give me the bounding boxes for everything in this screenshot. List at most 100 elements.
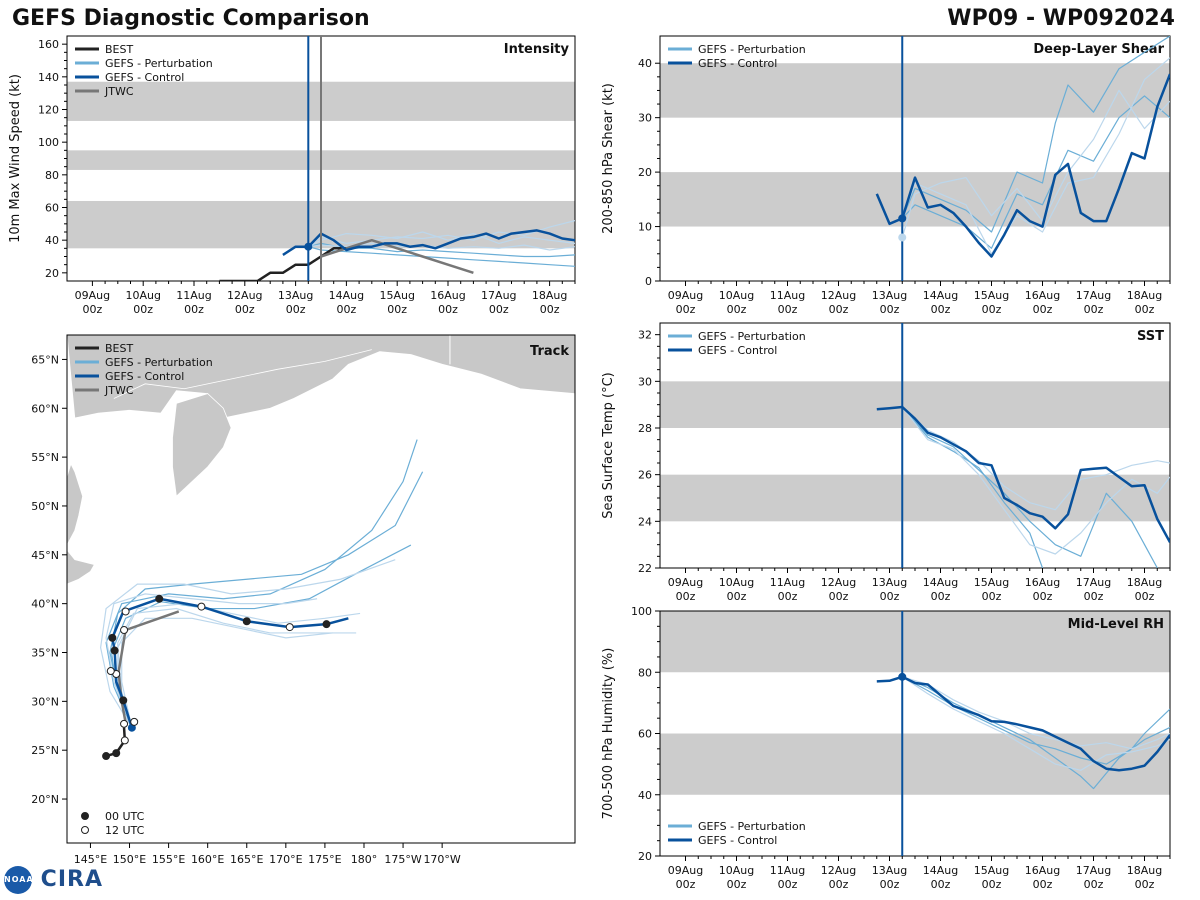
- x-tick-label-date: 15Aug: [379, 289, 414, 302]
- init-point-marker: [898, 672, 907, 681]
- x-tick-label-date: 09Aug: [668, 289, 703, 302]
- panel-intensity: 2040608010012014016009Aug00z10Aug00z11Au…: [8, 35, 576, 316]
- x-tick-label-hour: 00z: [1135, 878, 1155, 891]
- lat-tick-label: 20°N: [31, 793, 59, 806]
- x-tick-label-date: 11Aug: [176, 289, 211, 302]
- y-tick-label: 40: [638, 789, 652, 802]
- x-tick-label-date: 14Aug: [923, 864, 958, 877]
- lon-tick-label: 145°E: [74, 853, 107, 866]
- best-track-point: [120, 736, 129, 745]
- x-tick-label-hour: 00z: [286, 303, 306, 316]
- x-tick-label-date: 14Aug: [923, 576, 958, 589]
- legend-label: GEFS - Control: [698, 57, 777, 70]
- panel-sst: 22242628303209Aug00z10Aug00z11Aug00z12Au…: [601, 322, 1171, 603]
- best-track-point: [112, 749, 121, 758]
- y-tick-label: 30: [638, 112, 652, 125]
- track-point: [119, 696, 128, 705]
- y-tick-label: 22: [638, 562, 652, 575]
- lon-tick-label: 170°E: [269, 853, 302, 866]
- track-point: [120, 719, 129, 728]
- x-tick-label-date: 09Aug: [668, 864, 703, 877]
- band-0: [660, 474, 1170, 522]
- map-layer: [67, 335, 575, 843]
- series-line-pert: [901, 406, 1044, 568]
- x-tick-label-date: 12Aug: [227, 289, 262, 302]
- legend-label: GEFS - Perturbation: [105, 356, 213, 369]
- track-line-best: [105, 727, 127, 758]
- series-line-pertlight: [901, 89, 1170, 238]
- track-line-perturbation: [117, 607, 357, 728]
- track-point: [242, 617, 251, 626]
- lat-tick-label: 30°N: [31, 695, 59, 708]
- panel-track: 145°E 150°E 155°E 160°E 165°E 170°E 175°E 180° 1…: [31, 334, 576, 866]
- x-tick-label-date: 11Aug: [770, 864, 805, 877]
- track-point: [121, 607, 130, 616]
- legend-label: GEFS - Control: [698, 834, 777, 847]
- y-axis-label: 700-500 hPa Humidity (%): [601, 648, 616, 820]
- init-point-marker: [898, 214, 907, 223]
- series-line-pert: [901, 406, 1158, 568]
- lat-tick-label: 35°N: [31, 647, 59, 660]
- lat-tick-label: 45°N: [31, 549, 59, 562]
- x-tick-label-hour: 00z: [727, 590, 747, 603]
- x-tick-label-hour: 00z: [829, 590, 849, 603]
- x-tick-label-date: 16Aug: [430, 289, 465, 302]
- init-point-marker: [304, 242, 313, 251]
- land-siberia: [67, 335, 575, 419]
- x-tick-label-date: 12Aug: [821, 576, 856, 589]
- lat-tick-label: 40°N: [31, 598, 59, 611]
- track-line-perturbation: [121, 617, 333, 728]
- x-tick-label-hour: 00z: [829, 303, 849, 316]
- y-tick-label: 160: [38, 38, 59, 51]
- x-tick-label-hour: 00z: [540, 303, 560, 316]
- y-tick-label: 60: [638, 728, 652, 741]
- series-line-control: [876, 675, 1170, 772]
- series-line-pert: [901, 95, 1170, 249]
- marker-legend-symbol: [81, 826, 89, 834]
- panel-title: SST: [1137, 329, 1164, 344]
- panel-title: Deep-Layer Shear: [1033, 42, 1164, 57]
- x-tick-label-date: 10Aug: [719, 576, 754, 589]
- x-tick-label-hour: 00z: [982, 590, 1002, 603]
- x-tick-label-hour: 00z: [931, 303, 951, 316]
- y-tick-label: 26: [638, 469, 652, 482]
- x-tick-label-date: 17Aug: [1076, 289, 1111, 302]
- x-tick-label-hour: 00z: [727, 303, 747, 316]
- legend-label: GEFS - Control: [105, 71, 184, 84]
- lon-tick-label: 160°E: [191, 853, 224, 866]
- x-tick-label-hour: 00z: [778, 878, 798, 891]
- lat-tick-label: 55°N: [31, 451, 59, 464]
- x-tick-label-date: 13Aug: [872, 289, 907, 302]
- x-tick-label-hour: 00z: [1084, 590, 1104, 603]
- lat-tick-label: 60°N: [31, 402, 59, 415]
- track-point: [110, 646, 119, 655]
- track-point: [106, 667, 115, 676]
- x-tick-label-hour: 00z: [676, 303, 696, 316]
- plot-frame: [659, 322, 1171, 569]
- legend-label: JTWC: [104, 384, 134, 397]
- y-tick-label: 28: [638, 422, 652, 435]
- x-tick-label-date: 15Aug: [974, 289, 1009, 302]
- series-line-pert: [308, 246, 575, 267]
- lon-tick-label: 180°: [351, 853, 378, 866]
- x-tick-label-hour: 00z: [931, 590, 951, 603]
- track-point: [197, 602, 206, 611]
- y-tick-label: 80: [638, 666, 652, 679]
- series-line-pertlight: [901, 676, 1170, 771]
- series-line-pertlight: [308, 231, 575, 248]
- x-tick-label-date: 14Aug: [923, 289, 958, 302]
- x-tick-label-hour: 00z: [676, 878, 696, 891]
- track-line-perturbation: [105, 439, 418, 728]
- legend-label: GEFS - Perturbation: [698, 330, 806, 343]
- series-line-pertlight: [901, 406, 1170, 511]
- y-tick-label: 24: [638, 515, 652, 528]
- x-tick-label-date: 12Aug: [821, 289, 856, 302]
- y-tick-label: 100: [38, 136, 59, 149]
- x-tick-label-date: 18Aug: [532, 289, 567, 302]
- land-kamchatka: [172, 393, 232, 498]
- x-tick-label-hour: 00z: [184, 303, 204, 316]
